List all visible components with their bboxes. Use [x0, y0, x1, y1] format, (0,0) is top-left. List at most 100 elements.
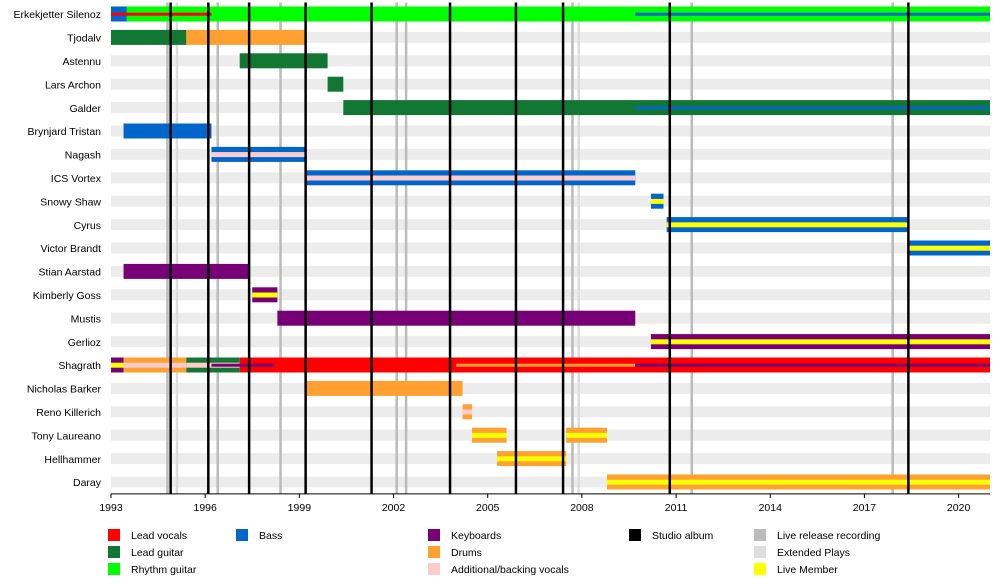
row-stripe: [111, 125, 990, 137]
legend-label: Drums: [451, 547, 482, 559]
member-label: Shagrath: [58, 360, 101, 372]
row-stripe: [111, 289, 990, 301]
member-label: Tony Laureano: [32, 430, 102, 442]
legend-label: Live Member: [777, 564, 838, 576]
legend-label: Rhythm guitar: [131, 564, 197, 576]
legend-swatch: [236, 529, 248, 541]
row-stripe: [111, 31, 990, 43]
row-stripe: [111, 55, 990, 67]
x-tick-label: 1993: [99, 502, 123, 514]
legend-swatch: [108, 563, 120, 575]
role-inner-band: [252, 292, 278, 298]
row-background-stripes: [111, 8, 990, 488]
legend-swatch: [108, 529, 120, 541]
role-stripe: [111, 12, 212, 16]
member-label: Erkekjetter Silenoz: [13, 9, 101, 21]
x-tick-label: 2005: [476, 502, 500, 514]
member-label: Nicholas Barker: [27, 384, 102, 396]
row-stripe: [111, 382, 990, 394]
x-tick-label: 2008: [570, 502, 594, 514]
legend-swatch: [108, 546, 120, 558]
member-label: Stian Aarstad: [39, 267, 102, 279]
role-inner-band: [123, 362, 187, 368]
member-bars: [111, 6, 991, 490]
role-bar: [186, 29, 306, 45]
member-label: Astennu: [62, 56, 101, 68]
role-bar: [111, 29, 187, 45]
x-tick-label: 2020: [947, 502, 971, 514]
member-label: Brynjard Tristan: [27, 126, 101, 138]
x-tick-label: 2011: [665, 502, 688, 514]
legend-swatch: [629, 529, 641, 541]
member-label: ICS Vortex: [51, 173, 102, 185]
member-label: Galder: [69, 103, 101, 115]
row-stripe: [111, 78, 990, 90]
role-bar: [305, 380, 463, 396]
row-stripe: [111, 429, 990, 441]
role-stripe: [456, 363, 636, 367]
legend-label: Extended Plays: [777, 547, 850, 559]
row-stripe: [111, 336, 990, 348]
member-label: Reno Killerich: [36, 407, 101, 419]
row-stripe: [111, 148, 990, 160]
legend-swatch: [754, 546, 766, 558]
x-tick-label: 1999: [288, 502, 312, 514]
member-label: Cyrus: [74, 220, 101, 232]
row-stripe: [111, 406, 990, 418]
role-inner-band: [666, 222, 909, 228]
member-label: Tjodalv: [67, 33, 102, 45]
role-bar: [123, 263, 250, 279]
legend-label: Keyboards: [451, 530, 501, 542]
role-stripe: [211, 363, 275, 367]
legend-swatch: [428, 529, 440, 541]
member-label: Daray: [73, 477, 102, 489]
role-inner-band: [472, 432, 507, 438]
row-stripe: [111, 219, 990, 231]
x-axis: 1993 1996 1999 2002 2005 2008 2011 2014 2017 2020: [99, 493, 990, 514]
studio-album-lines: [169, 2, 910, 494]
member-labels: Erkekjetter Silenoz Tjodalv Astennu Lars Ar…: [13, 9, 101, 489]
member-label: Victor Brandt: [40, 243, 101, 255]
role-bar: [277, 310, 636, 326]
role-inner-band: [111, 362, 124, 368]
role-inner-band: [211, 152, 306, 158]
legend-label: Lead guitar: [131, 547, 184, 559]
row-stripe: [111, 476, 990, 488]
role-bar: [111, 6, 990, 22]
legend-swatch: [428, 563, 440, 575]
role-inner-band: [607, 479, 990, 485]
row-stripe: [111, 242, 990, 254]
legend-label: Live release recording: [777, 530, 880, 542]
role-inner-band: [497, 456, 567, 462]
legend: Lead vocals Lead guitar Rhythm guitar Bass K…: [108, 529, 880, 576]
row-stripe: [111, 265, 990, 277]
legend-label: Studio album: [652, 530, 714, 542]
role-inner-band: [566, 432, 608, 438]
x-tick-label: 2017: [853, 502, 877, 514]
x-tick-label: 2014: [759, 502, 783, 514]
legend-swatch: [428, 546, 440, 558]
role-bar: [239, 53, 328, 69]
release-lines-light: [166, 2, 894, 494]
row-stripe: [111, 195, 990, 207]
legend-swatch: [754, 529, 766, 541]
member-label: Nagash: [65, 150, 101, 162]
role-inner-band: [650, 198, 664, 204]
legend-swatch: [754, 563, 766, 575]
role-inner-band: [908, 245, 990, 251]
role-bar: [123, 123, 212, 139]
member-label: Kimberly Goss: [33, 290, 101, 302]
member-label: Gerlioz: [68, 337, 101, 349]
role-inner-band: [462, 409, 473, 415]
role-bar: [327, 76, 344, 92]
role-stripe: [635, 363, 990, 367]
member-label: Lars Archon: [45, 79, 101, 91]
member-label: Snowy Shaw: [40, 196, 101, 208]
legend-label: Bass: [259, 530, 282, 542]
legend-label: Lead vocals: [131, 530, 187, 542]
x-tick-label: 1996: [193, 502, 217, 514]
legend-label: Additional/backing vocals: [451, 564, 569, 576]
member-label: Mustis: [71, 313, 101, 325]
x-tick-label: 2002: [382, 502, 406, 514]
